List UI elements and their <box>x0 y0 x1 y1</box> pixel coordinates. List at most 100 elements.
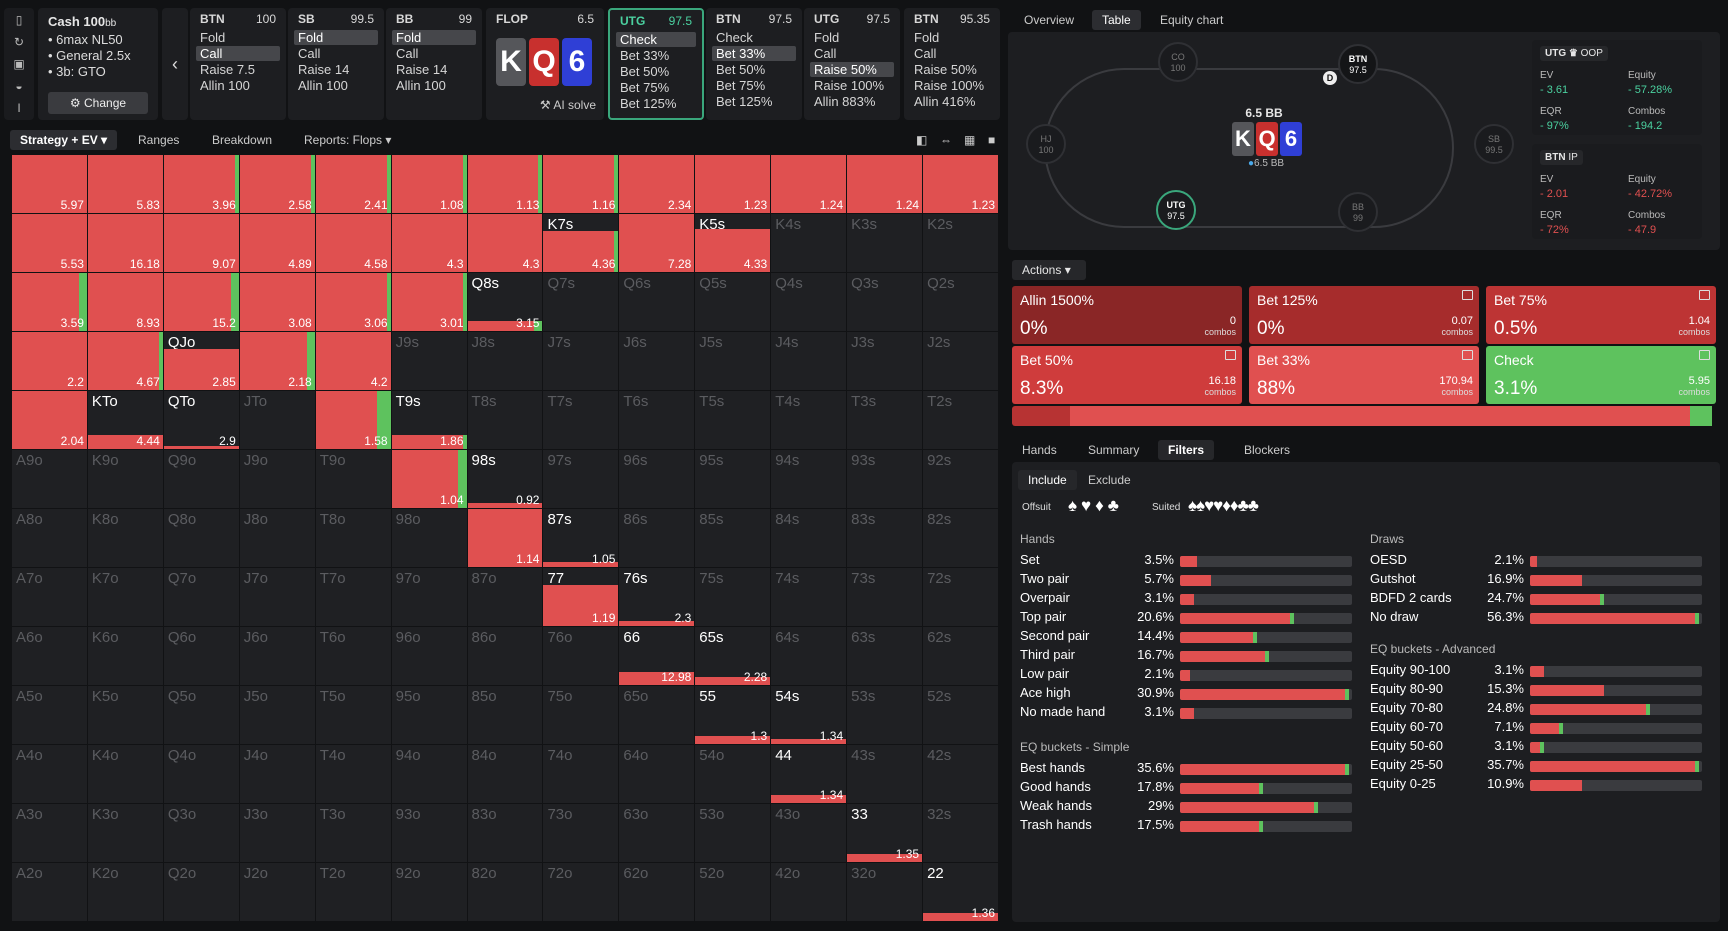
action-option[interactable]: Bet 50% <box>620 64 670 79</box>
hand-cell[interactable]: K4o <box>87 745 163 803</box>
hand-cell[interactable]: JJ2.18 <box>239 332 315 390</box>
hand-cell[interactable]: 72o <box>543 863 619 921</box>
hand-cell[interactable]: T6o <box>315 627 391 685</box>
hand-cell[interactable]: 94o <box>391 745 467 803</box>
hand-cell[interactable]: 881.14 <box>467 509 543 567</box>
hand-cell[interactable]: T4s <box>771 391 847 449</box>
hand-cell[interactable]: AA5.97 <box>12 155 87 213</box>
hand-cell[interactable]: T2o <box>315 863 391 921</box>
action-card-bet-125-[interactable]: Bet 125% 0% 0.07 combos <box>1249 286 1479 344</box>
filter-row[interactable]: Best hands 35.6% <box>1020 760 1360 778</box>
hand-cell[interactable]: Q8o <box>163 509 239 567</box>
hand-cell[interactable]: AJo2.2 <box>12 332 87 390</box>
action-option[interactable]: Raise 100% <box>914 78 985 93</box>
filter-row[interactable]: BDFD 2 cards 24.7% <box>1370 590 1710 608</box>
filter-row[interactable]: Equity 90-100 3.1% <box>1370 662 1710 680</box>
filter-row[interactable]: Equity 25-50 35.7% <box>1370 757 1710 775</box>
action-option[interactable]: Raise 14 <box>298 62 350 77</box>
hand-cell[interactable]: Q9o <box>163 450 239 508</box>
hand-cell[interactable]: Q2o <box>163 863 239 921</box>
hand-cell[interactable]: QTs3.06 <box>315 273 391 331</box>
hand-cell[interactable]: K2o <box>87 863 163 921</box>
hand-cell[interactable]: T2s <box>923 391 998 449</box>
action-card-bet-33-[interactable]: Bet 33% 88% 170.94 combos <box>1249 346 1479 404</box>
history-icon[interactable]: ↻ <box>13 35 25 49</box>
hand-cell[interactable]: 42o <box>771 863 847 921</box>
hand-cell[interactable]: K7o <box>87 568 163 626</box>
hand-cell[interactable]: 98s 0.92 <box>467 450 543 508</box>
hand-cell[interactable]: A4o <box>12 745 87 803</box>
hand-cell[interactable]: ATo2.04 <box>12 391 87 449</box>
action-option[interactable]: Fold <box>914 30 940 45</box>
action-option[interactable]: Raise 50% <box>914 62 977 77</box>
tab-strategy-ev[interactable]: Strategy + EV ▾ <box>10 130 118 150</box>
hand-cell[interactable]: T9o <box>315 450 391 508</box>
hand-cell[interactable]: 86o <box>467 627 543 685</box>
hand-cell[interactable]: KK16.18 <box>87 214 163 272</box>
hand-cell[interactable]: JTs4.2 <box>315 332 391 390</box>
hand-cell[interactable]: JTo <box>239 391 315 449</box>
hand-cell[interactable]: A8s1.13 <box>467 155 543 213</box>
hand-cell[interactable]: Q8s 3.15 <box>467 273 543 331</box>
hand-cell[interactable]: A7s1.16 <box>543 155 619 213</box>
hand-cell[interactable]: AKs5.83 <box>87 155 163 213</box>
action-card-allin-1500-[interactable]: Allin 1500% 0% 0 combos <box>1012 286 1242 344</box>
hand-cell[interactable]: QQ15.2 <box>163 273 239 331</box>
actions-dropdown[interactable]: Actions ▾ <box>1012 260 1086 280</box>
hand-cell[interactable]: A3s1.24 <box>847 155 923 213</box>
hand-cell[interactable]: 76s 2.3 <box>619 568 695 626</box>
filter-row[interactable]: Gutshot 16.9% <box>1370 571 1710 589</box>
details-icon[interactable] <box>1462 350 1473 360</box>
action-option[interactable]: Call <box>396 46 419 61</box>
hand-cell[interactable]: J2o <box>239 863 315 921</box>
action-option[interactable]: Call <box>298 46 321 61</box>
hand-cell[interactable]: KTo 4.44 <box>87 391 163 449</box>
hand-cell[interactable]: T8s <box>467 391 543 449</box>
tab-ranges[interactable]: Ranges <box>138 133 180 147</box>
tab-hands[interactable]: Hands <box>1022 443 1057 457</box>
action-option[interactable]: Fold <box>392 30 476 45</box>
hand-cell[interactable]: T4o <box>315 745 391 803</box>
hand-cell[interactable]: J6s <box>619 332 695 390</box>
hand-cell[interactable]: A6o <box>12 627 87 685</box>
filter-row[interactable]: Second pair 14.4% <box>1020 628 1360 646</box>
hand-cell[interactable]: 52o <box>695 863 771 921</box>
hand-cell[interactable]: J7s <box>543 332 619 390</box>
exclude-toggle[interactable]: Exclude <box>1088 473 1131 487</box>
hand-cell[interactable]: J8o <box>239 509 315 567</box>
filter-row[interactable]: Good hands 17.8% <box>1020 779 1360 797</box>
hand-cell[interactable]: QJs3.08 <box>239 273 315 331</box>
details-icon[interactable] <box>1699 350 1710 360</box>
hand-cell[interactable]: T3o <box>315 804 391 862</box>
action-card-bet-75-[interactable]: Bet 75% 0.5% 1.04 combos <box>1486 286 1716 344</box>
hand-cell[interactable]: T5o <box>315 686 391 744</box>
action-option[interactable]: Fold <box>814 30 840 45</box>
hand-cell[interactable]: K4s <box>771 214 847 272</box>
hand-cell[interactable]: Q3s <box>847 273 923 331</box>
action-option[interactable]: Allin 416% <box>914 94 976 109</box>
view-mode-icon[interactable]: ◧ <box>916 133 928 147</box>
hand-cell[interactable]: Q2s <box>923 273 998 331</box>
hand-cell[interactable]: 42s <box>923 745 998 803</box>
hand-cell[interactable]: AJs2.58 <box>239 155 315 213</box>
gamepad-icon[interactable]: ◒ <box>15 79 23 93</box>
hand-cell[interactable]: J9o <box>239 450 315 508</box>
hand-cell[interactable]: A6s2.34 <box>619 155 695 213</box>
filter-row[interactable]: OESD 2.1% <box>1370 552 1710 570</box>
hand-cell[interactable]: 62s <box>923 627 998 685</box>
hand-cell[interactable]: K9o <box>87 450 163 508</box>
hand-cell[interactable]: KQs9.07 <box>163 214 239 272</box>
hand-cell[interactable]: T8o <box>315 509 391 567</box>
hand-cell[interactable]: 82s <box>923 509 998 567</box>
action-card-bet-50-[interactable]: Bet 50% 8.3% 16.18 combos <box>1012 346 1242 404</box>
hand-cell[interactable]: 43o <box>771 804 847 862</box>
hand-cell[interactable]: A5o <box>12 686 87 744</box>
hand-cell[interactable]: Q6o <box>163 627 239 685</box>
hand-cell[interactable]: 97o <box>391 568 467 626</box>
filter-row[interactable]: Set 3.5% <box>1020 552 1360 570</box>
hand-cell[interactable]: Q5s <box>695 273 771 331</box>
hand-cell[interactable]: 75s <box>695 568 771 626</box>
tab-breakdown[interactable]: Breakdown <box>212 133 273 147</box>
hand-cell[interactable]: 64o <box>619 745 695 803</box>
filter-row[interactable]: Equity 60-70 7.1% <box>1370 719 1710 737</box>
